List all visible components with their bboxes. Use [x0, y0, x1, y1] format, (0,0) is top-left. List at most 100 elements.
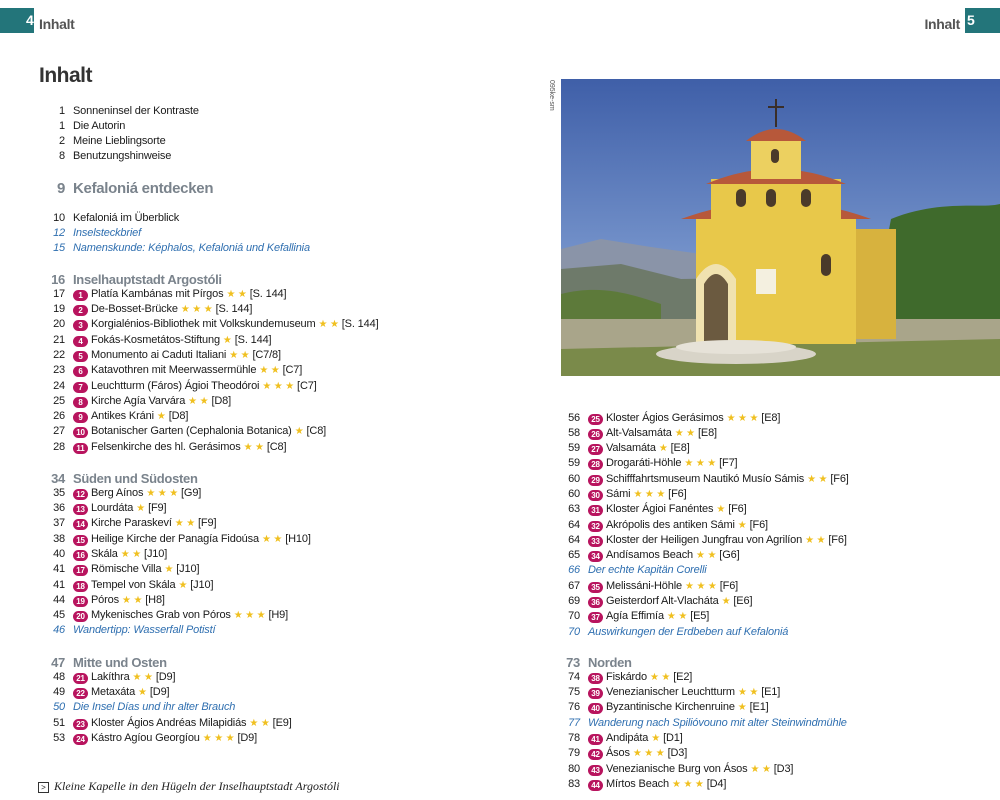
entry-title: Römische Villa	[91, 563, 162, 576]
entry-title: Andipáta	[606, 731, 649, 744]
star-rating-icon: ★ ★	[737, 687, 759, 699]
entry-title: Kefaloniá im Überblick	[73, 211, 180, 224]
sight-number-marker: 15	[73, 534, 88, 546]
page-tab-left	[0, 8, 34, 33]
sight-number-marker: 3	[73, 320, 88, 332]
map-reference: [S. 144]	[249, 287, 287, 300]
map-reference: [D9]	[237, 731, 258, 744]
page-number: 28	[53, 440, 65, 453]
entry-title: Leuchtturm (Fáros) Ágioi Theodóroi	[91, 379, 260, 392]
page-number: 63	[568, 503, 580, 516]
entry-content: 9 Antikes Kráni ★ [D8]	[73, 409, 188, 424]
page-number: 77	[568, 716, 580, 729]
entry-title: De-Bosset-Brücke	[91, 303, 178, 316]
star-rating-icon: ★	[658, 443, 668, 455]
page-title: Inhalt	[39, 64, 93, 87]
page-number: 36	[53, 502, 65, 515]
entry-title: Mírtos Beach	[606, 777, 670, 790]
page-number: 58	[568, 426, 580, 439]
sight-number-marker: 36	[588, 597, 603, 609]
sight-number-marker: 1	[73, 289, 88, 301]
entry-content: Kefaloniá entdecken	[73, 181, 213, 196]
page-number: 49	[53, 686, 65, 699]
star-rating-icon: ★ ★ ★	[180, 304, 213, 316]
page-number: 64	[568, 533, 580, 546]
entry-content: Inselsteckbrief	[73, 226, 141, 241]
sight-number-marker: 28	[588, 459, 603, 471]
map-reference: [D8]	[168, 410, 189, 423]
star-rating-icon: ★	[716, 504, 726, 516]
entry-title: Skála	[91, 547, 118, 560]
star-rating-icon: ★ ★	[259, 365, 280, 377]
entry-title: Venezianischer Leuchtturm	[606, 686, 735, 699]
page-number: 64	[568, 518, 580, 531]
sight-number-marker: 9	[73, 412, 88, 424]
entry-content: 13 Lourdáta ★ [F9]	[73, 501, 167, 516]
sight-number-marker: 33	[588, 535, 603, 547]
map-reference: [S. 144]	[341, 318, 379, 331]
page-number: 73	[566, 654, 580, 670]
sight-number-marker: 17	[73, 565, 88, 577]
page-number: 79	[568, 747, 580, 760]
map-reference: [D9]	[149, 686, 170, 699]
map-reference: [S. 144]	[234, 333, 272, 346]
entry-content: 34 Andísamos Beach ★ ★ [G6]	[588, 548, 740, 563]
entry-title: Lakíthra	[91, 670, 130, 683]
entry-content: 25 Kloster Ágios Gerásimos ★ ★ ★ [E8]	[588, 411, 780, 426]
entry-content: Wandertipp: Wasserfall Potistí	[73, 623, 216, 638]
page-number: 41	[53, 563, 65, 576]
star-rating-icon: ★ ★	[318, 319, 339, 331]
entry-title: Felsenkirche des hl. Gerásimos	[91, 440, 241, 453]
entry-content: Der echte Kapitän Corelli	[588, 563, 707, 578]
entry-title: Byzantinische Kirchenruine	[606, 701, 735, 714]
map-reference: [J10]	[190, 578, 214, 591]
star-rating-icon: ★ ★ ★	[726, 412, 759, 424]
map-reference: [J10]	[144, 547, 168, 560]
sight-number-marker: 11	[73, 442, 88, 454]
entry-title: Kloster Ágios Gerásimos	[606, 411, 724, 424]
entry-content: Norden	[588, 655, 632, 670]
star-rating-icon: ★	[136, 503, 146, 515]
page-number: 26	[53, 410, 65, 423]
entry-content: 38 Fiskárdo ★ ★ [E2]	[588, 670, 692, 685]
star-rating-icon: ★ ★ ★	[633, 488, 666, 500]
sight-number-marker: 25	[588, 413, 603, 425]
entry-content: Wanderung nach Spilióvouno mit alter Ste…	[588, 716, 847, 731]
star-rating-icon: ★ ★	[243, 441, 264, 453]
page-number: 16	[51, 271, 65, 287]
page-number: 75	[568, 686, 580, 699]
entry-content: Namenskunde: Képhalos, Kefaloniá und Kef…	[73, 241, 310, 256]
entry-content: 30 Sámi ★ ★ ★ [F6]	[588, 487, 687, 502]
entry-content: 32 Akrópolis des antiken Sámi ★ [F6]	[588, 518, 768, 533]
entry-title: Lourdáta	[91, 502, 134, 515]
star-rating-icon: ★	[737, 519, 747, 531]
entry-title: Schifffahrtsmuseum Nautikó Musío Sámis	[606, 472, 805, 485]
entry-content: 26 Alt-Valsamáta ★ ★ [E8]	[588, 426, 717, 441]
entry-title: Kástro Agíou Georgíou	[91, 731, 200, 744]
map-reference: [F6]	[830, 472, 849, 485]
map-reference: [E8]	[697, 426, 717, 439]
map-reference: [C7/8]	[252, 348, 281, 361]
sight-number-marker: 34	[588, 551, 603, 563]
map-reference: [D3]	[667, 747, 688, 760]
map-reference: [D3]	[773, 762, 794, 775]
map-reference: [F9]	[148, 502, 167, 515]
entry-content: 12 Berg Aínos ★ ★ ★ [G9]	[73, 486, 201, 501]
map-reference: [D1]	[663, 731, 683, 744]
entry-title: Auswirkungen der Erdbeben auf Kefaloniá	[588, 625, 789, 638]
page-number: 50	[53, 701, 65, 714]
entry-title: Kloster Ágios Andréas Milapidiás	[91, 716, 247, 729]
entry-title: Mykenisches Grab von Póros	[91, 609, 231, 622]
map-reference: [G6]	[719, 549, 740, 562]
entry-content: 15 Heilige Kirche der Panagía Fidoúsa ★ ★[…	[73, 532, 311, 547]
map-reference: [G9]	[181, 486, 202, 499]
sight-number-marker: 41	[588, 733, 603, 745]
star-rating-icon: ★ ★	[261, 533, 283, 545]
entry-title: Die Autorin	[73, 119, 126, 132]
entry-content: 35 Melissáni-Höhle ★ ★ ★ [F6]	[588, 579, 738, 594]
map-reference: [E2]	[673, 670, 693, 683]
entry-content: 2 De-Bosset-Brücke ★ ★ ★ [S. 144]	[73, 302, 252, 317]
page-number: 59	[568, 457, 580, 470]
page-number: 47	[51, 654, 65, 670]
page-number: 45	[53, 609, 65, 622]
